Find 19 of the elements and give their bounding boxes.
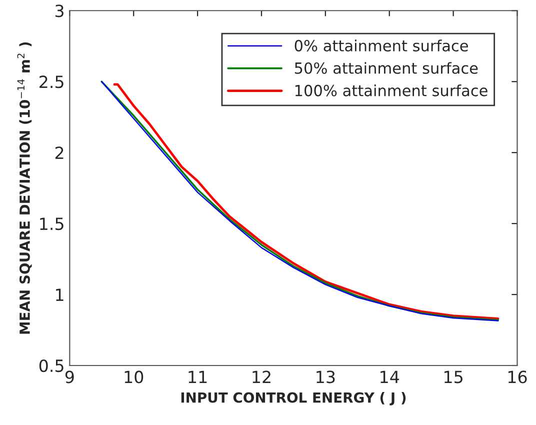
x-tick-label: 15 bbox=[444, 370, 462, 384]
x-tick-label: 11 bbox=[188, 370, 207, 384]
legend-label: 100% attainment surface bbox=[295, 84, 488, 96]
y-axis-title: MEAN SQUARE DEVIATION (10$^{−14}$ m$^{2}$ ) bbox=[17, 42, 32, 334]
legend-label: 50% attainment surface bbox=[294, 62, 478, 74]
x-tick-label: 16 bbox=[508, 370, 527, 384]
legend-label: 0% attainment surface bbox=[294, 40, 468, 52]
y-tick-label: 0.5 bbox=[39, 359, 64, 372]
x-tick-label: 14 bbox=[380, 370, 400, 384]
x-tick-label: 9 bbox=[65, 370, 74, 384]
x-axis-title: INPUT CONTROL ENERGY ( J ) bbox=[181, 392, 406, 406]
x-tick-label: 10 bbox=[124, 370, 144, 384]
y-tick-label: 1 bbox=[56, 288, 64, 301]
y-tick-label: 2.5 bbox=[40, 76, 64, 88]
y-tick-label: 2 bbox=[55, 146, 64, 159]
x-tick-label: 13 bbox=[316, 370, 335, 384]
y-tick-label: 3 bbox=[55, 4, 64, 18]
x-tick-label: 12 bbox=[252, 370, 270, 384]
y-tick-label: 1.5 bbox=[40, 218, 64, 230]
